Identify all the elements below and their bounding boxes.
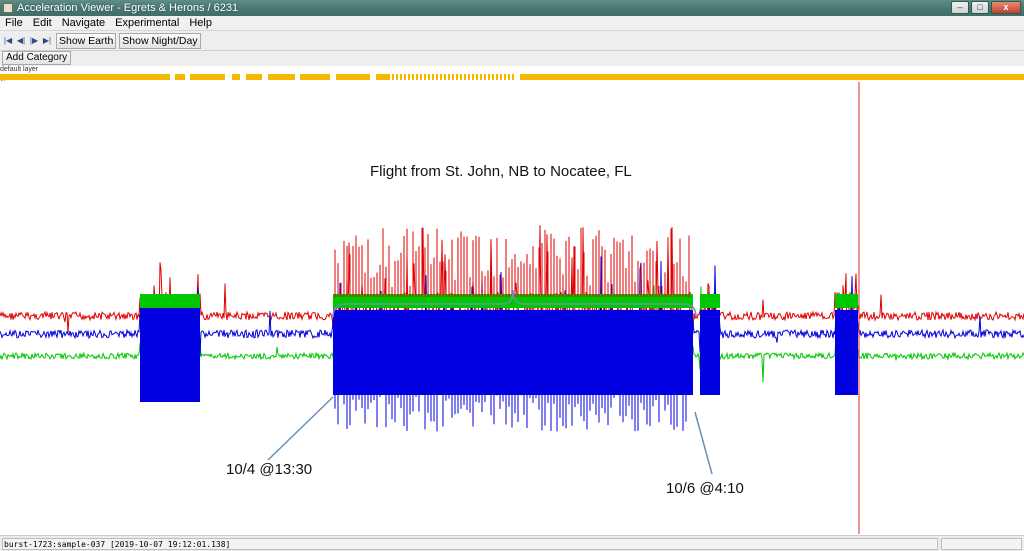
gps-segment — [336, 74, 370, 80]
step-forward-icon[interactable]: |▶ — [29, 35, 39, 45]
gps-segment — [508, 74, 510, 80]
activity-burst-block — [333, 310, 693, 395]
gps-segment — [268, 74, 295, 80]
gps-segment — [440, 74, 442, 80]
add-category-button[interactable]: Add Category — [2, 51, 72, 65]
menu-help[interactable]: Help — [189, 16, 212, 29]
show-night-day-button[interactable]: Show Night/Day — [119, 32, 201, 49]
gps-segment — [416, 74, 418, 80]
menu-bar: File Edit Navigate Experimental Help — [0, 16, 1024, 31]
gps-segment — [246, 74, 262, 80]
gps-segment — [468, 74, 470, 80]
step-back-icon[interactable]: ◀| — [16, 35, 26, 45]
gps-segment — [392, 74, 394, 80]
gps-segment — [428, 74, 430, 80]
gps-segment — [484, 74, 486, 80]
gps-segment — [460, 74, 462, 80]
category-bar: Add Category — [0, 51, 1024, 66]
gps-segment — [464, 74, 466, 80]
menu-file[interactable]: File — [5, 16, 23, 29]
gps-segment — [444, 74, 446, 80]
gps-segment — [452, 74, 454, 80]
gps-segment — [0, 74, 170, 80]
activity-burst-block — [700, 310, 720, 395]
gps-segment — [424, 74, 426, 80]
skip-to-start-icon[interactable]: |◀ — [3, 35, 13, 45]
gps-segment — [448, 74, 450, 80]
status-text: burst-1723:sample-037 [2019-10-07 19:12:… — [2, 538, 938, 550]
start-annotation: 10/4 @13:30 — [226, 461, 313, 478]
window-controls: – □ x — [951, 1, 1021, 14]
activity-burst-cap — [700, 294, 720, 308]
gps-segment — [472, 74, 474, 80]
flight-brace — [332, 289, 697, 318]
gps-segment — [496, 74, 498, 80]
flight-annotation: Flight from St. John, NB to Nocatee, FL — [370, 163, 632, 180]
gps-segment — [400, 74, 402, 80]
gps-segment — [456, 74, 458, 80]
activity-burst-cap — [140, 294, 200, 308]
gps-segment — [512, 74, 514, 80]
window-title: Acceleration Viewer - Egrets & Herons / … — [17, 2, 239, 14]
menu-navigate[interactable]: Navigate — [61, 16, 106, 29]
start-arrow — [267, 396, 334, 461]
status-bar: burst-1723:sample-037 [2019-10-07 19:12:… — [0, 535, 1024, 551]
gps-segment — [300, 74, 330, 80]
gps-segment — [412, 74, 414, 80]
gps-segment — [436, 74, 438, 80]
gps-segment — [476, 74, 478, 80]
gps-segment — [420, 74, 422, 80]
menu-edit[interactable]: Edit — [32, 16, 52, 29]
end-annotation: 10/6 @4:10 — [666, 480, 744, 497]
gps-segment — [488, 74, 490, 80]
acceleration-traces — [0, 225, 1024, 432]
gps-segment — [432, 74, 434, 80]
skip-to-end-icon[interactable]: ▶| — [42, 35, 52, 45]
gps-segment — [492, 74, 494, 80]
gps-segment — [500, 74, 502, 80]
gps-segment — [232, 74, 240, 80]
gps-segment — [504, 74, 506, 80]
default-layer-label: default layer — [0, 66, 39, 73]
gps-track — [0, 74, 1024, 80]
gps-segment — [175, 74, 185, 80]
show-earth-button[interactable]: Show Earth — [56, 32, 117, 49]
activity-burst-cap — [835, 294, 858, 308]
gps-segment — [376, 74, 390, 80]
minimize-button[interactable]: – — [951, 1, 969, 14]
activity-burst-block — [835, 310, 858, 395]
toolbar: |◀ ◀| |▶ ▶| Show Earth Show Night/Day — [0, 31, 1024, 51]
gps-segment — [404, 74, 406, 80]
gps-segment — [408, 74, 410, 80]
menu-experimental[interactable]: Experimental — [115, 16, 180, 29]
title-bar[interactable]: Acceleration Viewer - Egrets & Herons / … — [0, 0, 1024, 16]
close-button[interactable]: x — [991, 1, 1021, 14]
maximize-button[interactable]: □ — [971, 1, 989, 14]
gps-segment — [480, 74, 482, 80]
activity-burst-block — [140, 307, 200, 402]
app-icon — [3, 3, 13, 13]
acceleration-plot[interactable] — [0, 72, 1024, 534]
gps-segment — [396, 74, 398, 80]
gps-segment — [190, 74, 225, 80]
end-arrow — [694, 411, 713, 475]
status-panel-right — [941, 538, 1022, 550]
gps-segment — [520, 74, 1024, 80]
